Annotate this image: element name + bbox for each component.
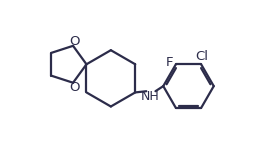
Text: O: O	[69, 35, 80, 48]
Text: O: O	[69, 81, 80, 94]
Text: F: F	[166, 56, 173, 69]
Text: Cl: Cl	[195, 50, 208, 63]
Text: NH: NH	[141, 90, 160, 103]
